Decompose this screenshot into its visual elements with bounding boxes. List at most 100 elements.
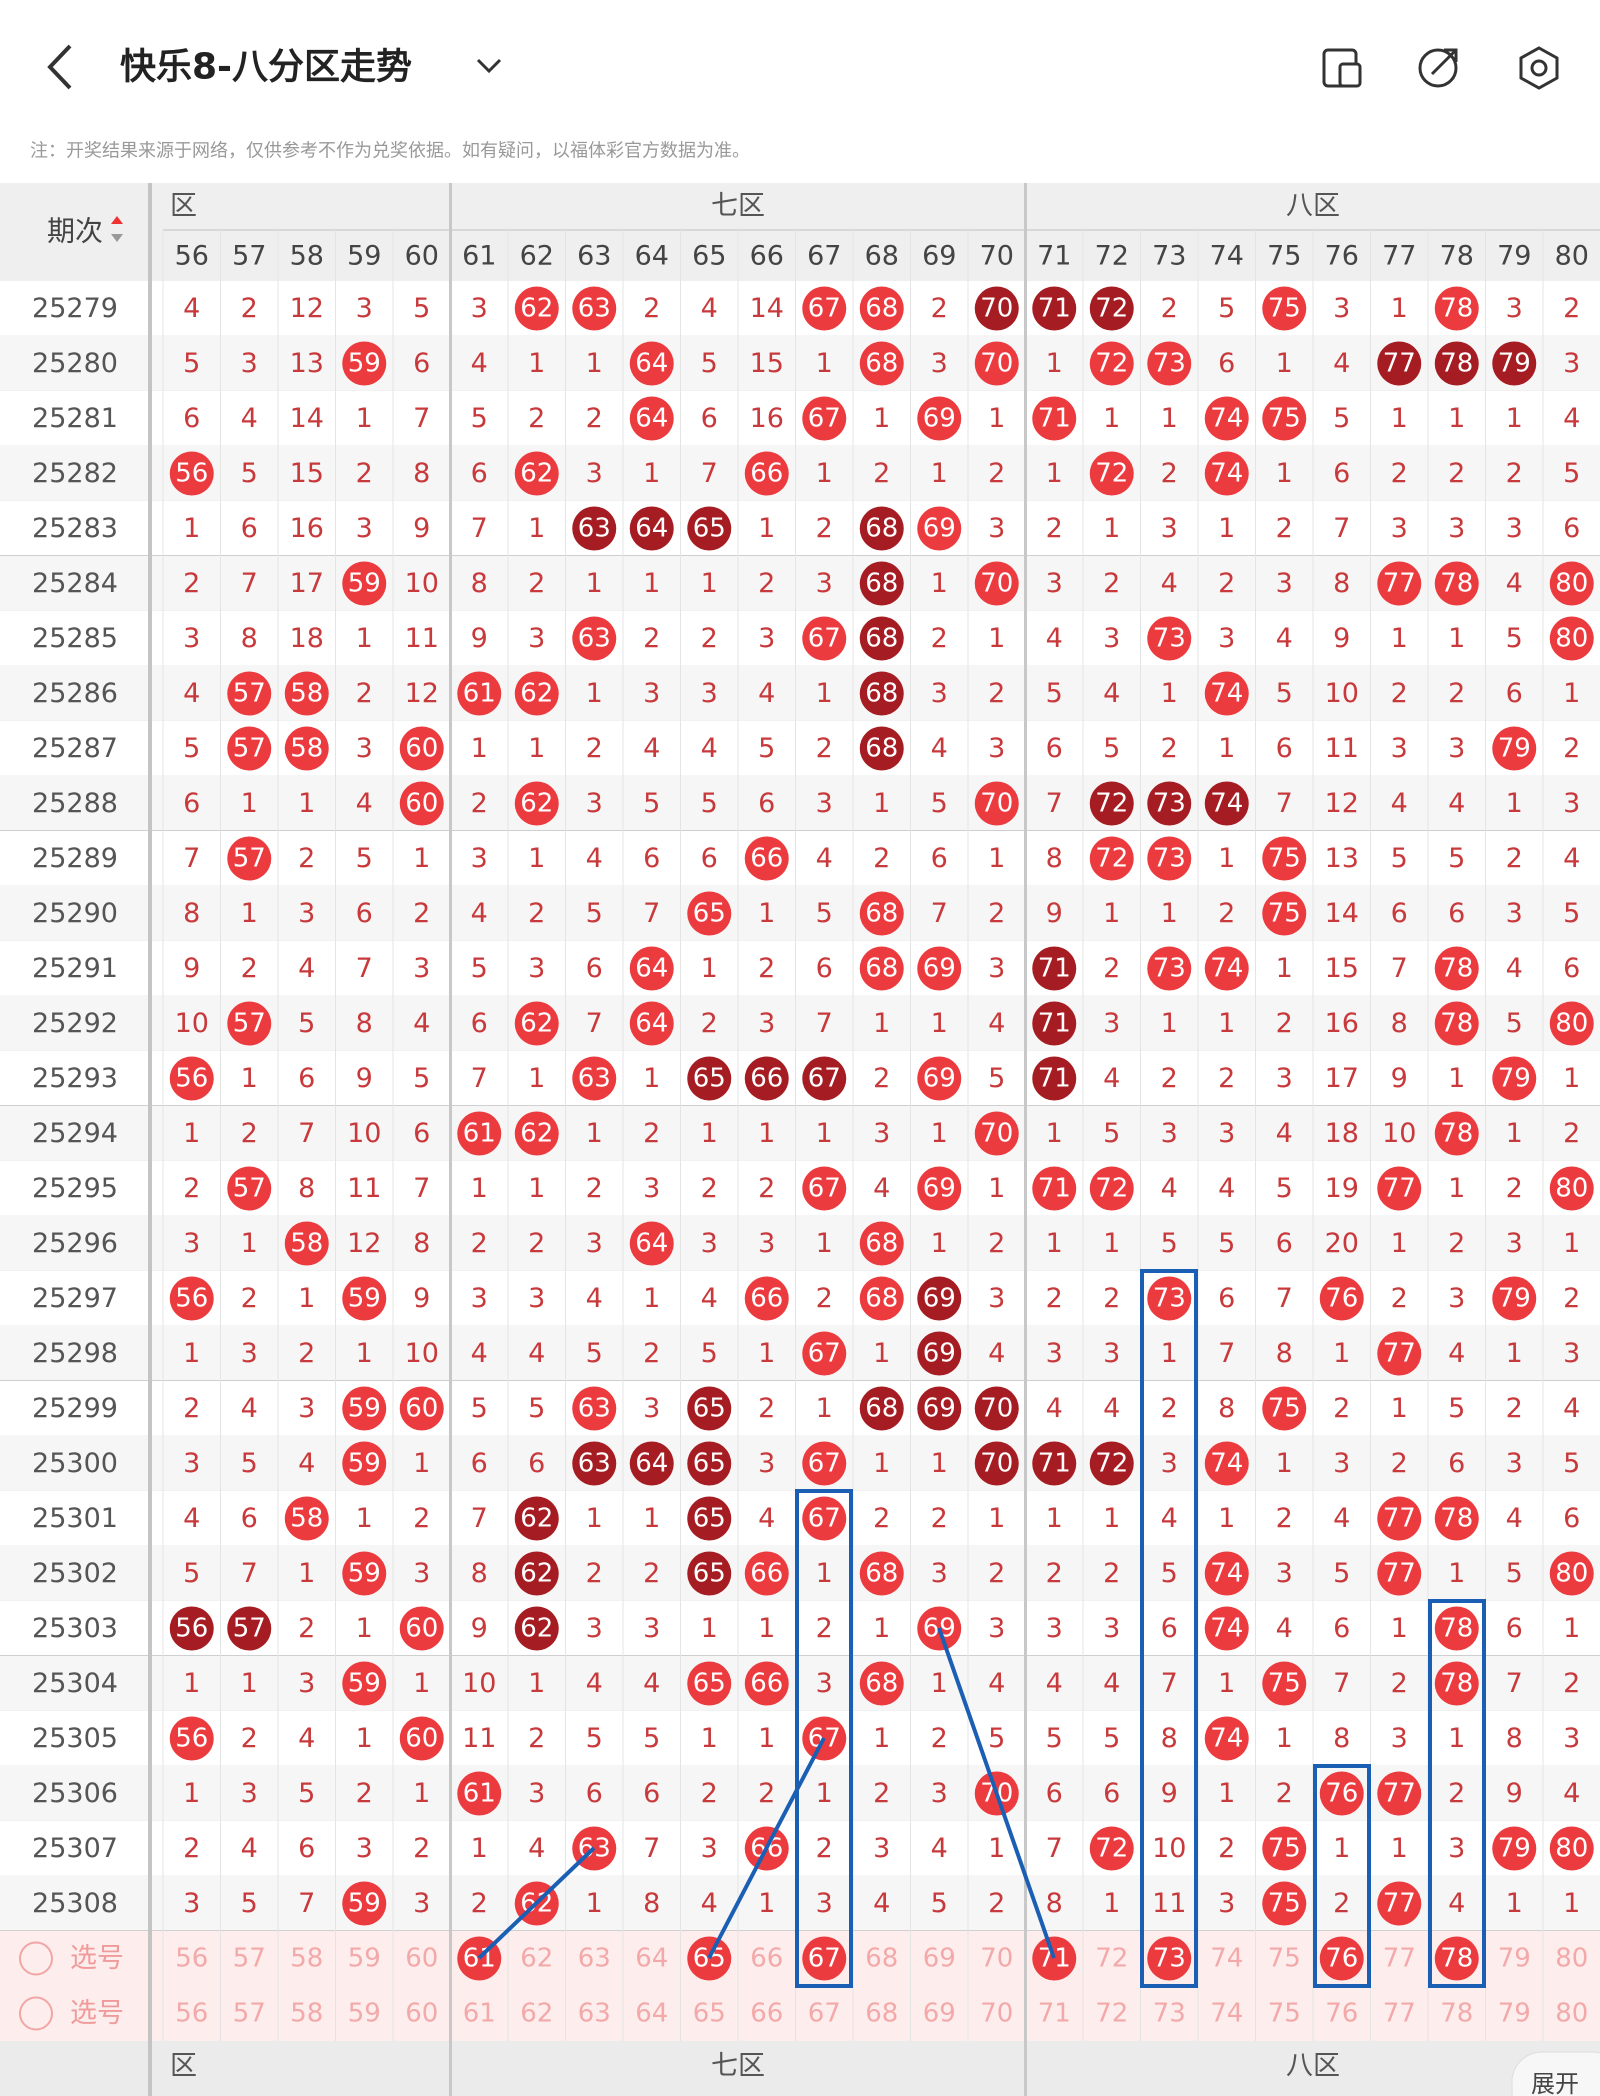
hit-number: 68 — [865, 1229, 898, 1259]
hit-number: 67 — [808, 1504, 841, 1534]
select-number[interactable]: 78 — [1440, 1999, 1473, 2029]
column-header: 65 — [692, 241, 726, 272]
select-radio[interactable] — [19, 1941, 53, 1976]
select-number[interactable]: 71 — [1038, 1999, 1071, 2029]
miss-count: 1 — [988, 1503, 1005, 1534]
select-number[interactable]: 80 — [1555, 1944, 1588, 1974]
miss-count: 9 — [356, 1063, 373, 1094]
back-button[interactable] — [47, 44, 72, 90]
select-number[interactable]: 66 — [750, 1944, 783, 1974]
miss-count: 3 — [298, 1393, 315, 1424]
miss-count: 6 — [1506, 678, 1523, 709]
select-number[interactable]: 74 — [1210, 1999, 1243, 2029]
miss-count: 4 — [873, 1173, 890, 1204]
select-number[interactable]: 56 — [175, 1944, 208, 1974]
miss-count: 8 — [241, 623, 258, 654]
select-number[interactable]: 69 — [923, 1999, 956, 2029]
miss-count: 3 — [1046, 1338, 1063, 1369]
miss-count: 15 — [290, 458, 324, 489]
miss-count: 4 — [413, 1008, 430, 1039]
hit-number: 80 — [1555, 1174, 1588, 1204]
hit-ball — [1262, 1881, 1307, 1926]
select-number[interactable]: 63 — [578, 1999, 611, 2029]
select-number[interactable]: 68 — [865, 1944, 898, 1974]
hit-number: 66 — [750, 1559, 783, 1589]
miss-count: 2 — [1563, 1283, 1580, 1314]
picked-number[interactable]: 71 — [1038, 1944, 1071, 1974]
select-number[interactable]: 79 — [1498, 1944, 1531, 1974]
select-number[interactable]: 77 — [1383, 1944, 1416, 1974]
select-number[interactable]: 65 — [693, 1999, 726, 2029]
picked-number[interactable]: 78 — [1440, 1944, 1473, 1974]
hit-number: 78 — [1440, 1504, 1473, 1534]
miss-count: 2 — [988, 1888, 1005, 1919]
select-number[interactable]: 57 — [233, 1944, 266, 1974]
select-number[interactable]: 74 — [1210, 1944, 1243, 1974]
select-number[interactable]: 77 — [1383, 1999, 1416, 2029]
row-bg — [0, 1876, 1600, 1931]
picked-number[interactable]: 73 — [1153, 1944, 1186, 1974]
miss-count: 4 — [1391, 788, 1408, 819]
icon-share[interactable] — [1418, 48, 1458, 88]
select-number[interactable]: 59 — [348, 1999, 381, 2029]
picked-number[interactable]: 65 — [693, 1944, 726, 1974]
select-number[interactable]: 64 — [635, 1944, 668, 1974]
select-number[interactable]: 56 — [175, 1999, 208, 2029]
select-number[interactable]: 59 — [348, 1944, 381, 1974]
select-number[interactable]: 79 — [1498, 1999, 1531, 2029]
miss-count: 2 — [873, 843, 890, 874]
select-number[interactable]: 80 — [1555, 1999, 1588, 2029]
select-number[interactable]: 62 — [520, 1999, 553, 2029]
expand-label[interactable]: 展开 — [1531, 2070, 1579, 2096]
select-number[interactable]: 64 — [635, 1999, 668, 2029]
select-number[interactable]: 57 — [233, 1999, 266, 2029]
select-number[interactable]: 62 — [520, 1944, 553, 1974]
select-number[interactable]: 72 — [1095, 1944, 1128, 1974]
miss-count: 5 — [931, 1888, 948, 1919]
select-number[interactable]: 70 — [980, 1944, 1013, 1974]
miss-count: 11 — [405, 623, 439, 654]
dropdown[interactable] — [476, 58, 502, 74]
hit-number: 80 — [1555, 624, 1588, 654]
miss-count: 6 — [1161, 1613, 1178, 1644]
miss-count: 3 — [1563, 788, 1580, 819]
select-number[interactable]: 63 — [578, 1944, 611, 1974]
miss-count: 2 — [643, 1338, 660, 1369]
select-radio[interactable] — [19, 1996, 53, 2031]
miss-count: 5 — [701, 788, 718, 819]
hit-number: 77 — [1383, 1889, 1416, 1919]
miss-count: 4 — [931, 1833, 948, 1864]
select-number[interactable]: 60 — [405, 1999, 438, 2029]
column-header: 63 — [577, 241, 611, 272]
hit-ball — [1147, 836, 1192, 881]
miss-count: 4 — [586, 843, 603, 874]
select-number[interactable]: 61 — [463, 1999, 496, 2029]
hit-number: 66 — [750, 1669, 783, 1699]
select-number[interactable]: 72 — [1095, 1999, 1128, 2029]
icon-settings[interactable] — [1519, 46, 1559, 90]
select-number[interactable]: 68 — [865, 1999, 898, 2029]
hit-ball — [1262, 286, 1307, 331]
select-number[interactable]: 75 — [1268, 1944, 1301, 1974]
select-number[interactable]: 58 — [290, 1944, 323, 1974]
hit-ball — [457, 671, 502, 716]
select-number[interactable]: 75 — [1268, 1999, 1301, 2029]
picked-number[interactable]: 76 — [1325, 1944, 1358, 1974]
select-number[interactable]: 67 — [808, 1999, 841, 2029]
miss-count: 7 — [701, 458, 718, 489]
select-number[interactable]: 69 — [923, 1944, 956, 1974]
select-number[interactable]: 58 — [290, 1999, 323, 2029]
expand-button[interactable] — [1511, 2051, 1600, 2096]
select-number[interactable]: 73 — [1153, 1999, 1186, 2029]
hit-ball — [1204, 1441, 1249, 1486]
hit-ball-repeat — [859, 1386, 904, 1431]
select-number[interactable]: 66 — [750, 1999, 783, 2029]
hit-ball-repeat — [1032, 1441, 1077, 1486]
miss-count: 9 — [1333, 623, 1350, 654]
select-number[interactable]: 70 — [980, 1999, 1013, 2029]
select-number[interactable]: 76 — [1325, 1999, 1358, 2029]
miss-count: 1 — [1276, 348, 1293, 379]
picked-number[interactable]: 67 — [808, 1944, 841, 1974]
icon-device[interactable] — [1322, 48, 1362, 88]
select-number[interactable]: 60 — [405, 1944, 438, 1974]
